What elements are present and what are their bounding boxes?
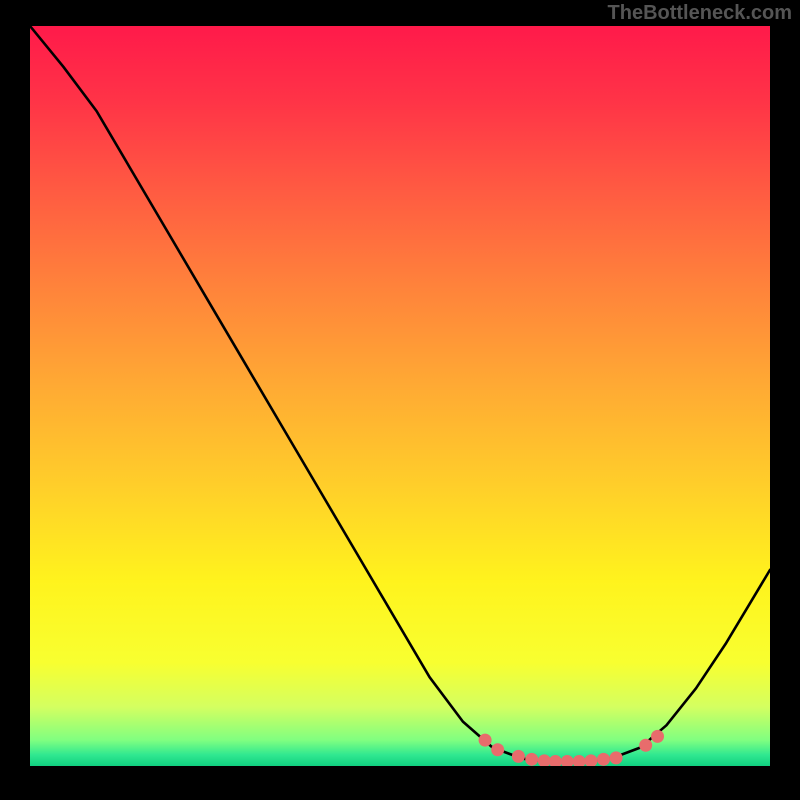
marker-point [512, 750, 525, 763]
plot-area [30, 26, 770, 766]
marker-point [479, 734, 492, 747]
marker-point [651, 730, 664, 743]
marker-point [610, 751, 623, 764]
marker-point [491, 743, 504, 756]
watermark-text: TheBottleneck.com [608, 2, 792, 25]
chart-svg [30, 26, 770, 766]
gradient-background [30, 26, 770, 766]
chart-container: TheBottleneck.com [0, 0, 800, 800]
marker-point [597, 753, 610, 766]
marker-point [525, 753, 538, 766]
marker-point [639, 739, 652, 752]
